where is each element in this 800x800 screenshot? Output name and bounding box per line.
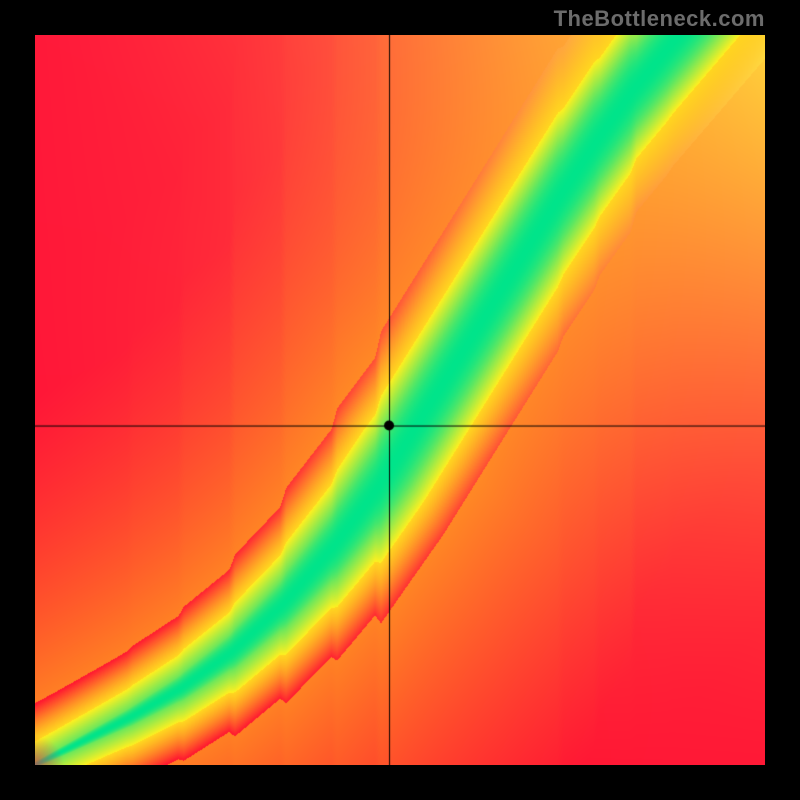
bottleneck-heatmap (35, 35, 765, 765)
watermark-text: TheBottleneck.com (554, 6, 765, 32)
